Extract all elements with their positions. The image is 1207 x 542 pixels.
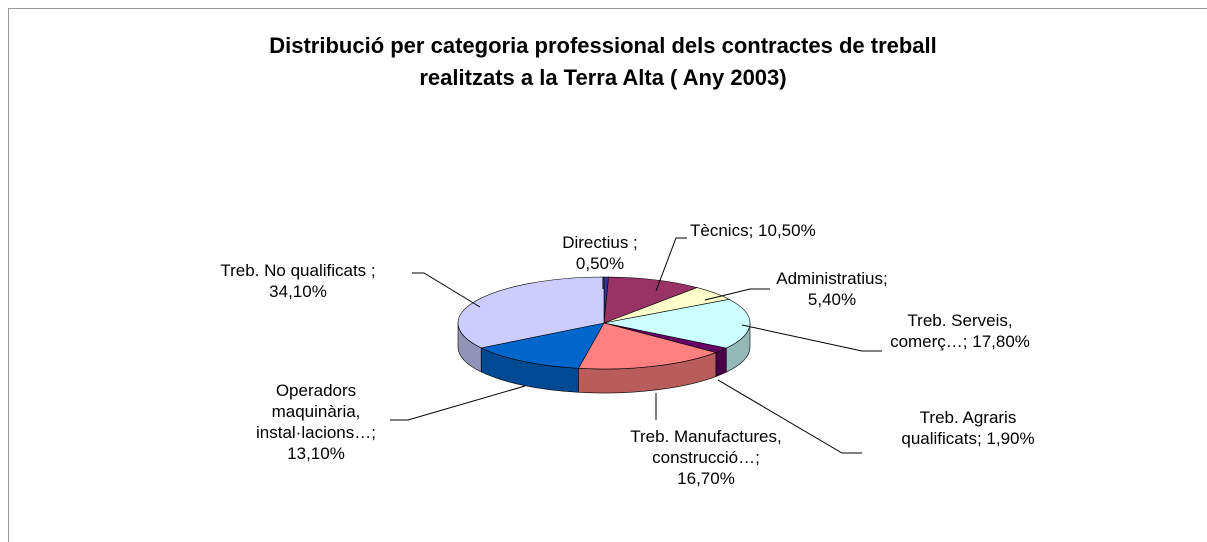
label-category: Treb. No qualificats ;: [220, 261, 376, 280]
leader-line: [655, 237, 687, 292]
leader-line: [390, 385, 526, 421]
data-label: Tècnics; 10,50%: [690, 220, 880, 241]
label-category: Administratius;: [776, 269, 888, 288]
data-label: Treb. Agraris qualificats; 1,90%: [878, 407, 1058, 449]
data-label: Treb. Serveis, comerç…; 17,80%: [880, 310, 1040, 352]
data-label: Treb. Manufactures, construcció…; 16,70%: [596, 426, 816, 489]
pie-slice: [457, 276, 605, 349]
label-category: Treb. Agraris qualificats;: [901, 408, 1017, 448]
data-label: Operadors maquinària, instal·lacions…; 1…: [246, 380, 386, 464]
label-category: Directius ;: [562, 233, 638, 252]
pie-slice: [480, 322, 605, 369]
pie-slice: [603, 276, 699, 324]
label-value: 5,40%: [807, 290, 857, 309]
data-label: Directius ; 0,50%: [540, 232, 660, 274]
label-category: Operadors maquinària, instal·lacions…;: [256, 381, 376, 442]
label-category: Treb. Manufactures, construcció…;: [630, 427, 782, 467]
pie-slice: [603, 299, 751, 349]
leader-line: [704, 288, 770, 301]
label-value: 10,50%: [758, 221, 816, 240]
label-value: 13,10%: [287, 444, 345, 463]
label-value: 34,10%: [269, 282, 327, 301]
leader-line: [717, 379, 862, 454]
label-category: Tècnics;: [690, 221, 754, 240]
leader-line: [412, 272, 481, 308]
label-value: 1,90%: [986, 429, 1035, 448]
pie-slice: [577, 322, 717, 370]
label-value: 17,80%: [972, 332, 1030, 351]
label-value: 0,50%: [575, 254, 625, 273]
pie-side: [715, 347, 727, 377]
label-value: 16,70%: [677, 469, 735, 488]
chart-title: Distribució per categoria professional d…: [269, 33, 937, 90]
data-label: Administratius; 5,40%: [762, 268, 902, 310]
frame: [8, 8, 1207, 542]
label-category: Treb. Serveis, comerç…;: [890, 311, 1013, 351]
leader-line: [741, 324, 882, 352]
data-label: Treb. No qualificats ; 34,10%: [178, 260, 418, 302]
